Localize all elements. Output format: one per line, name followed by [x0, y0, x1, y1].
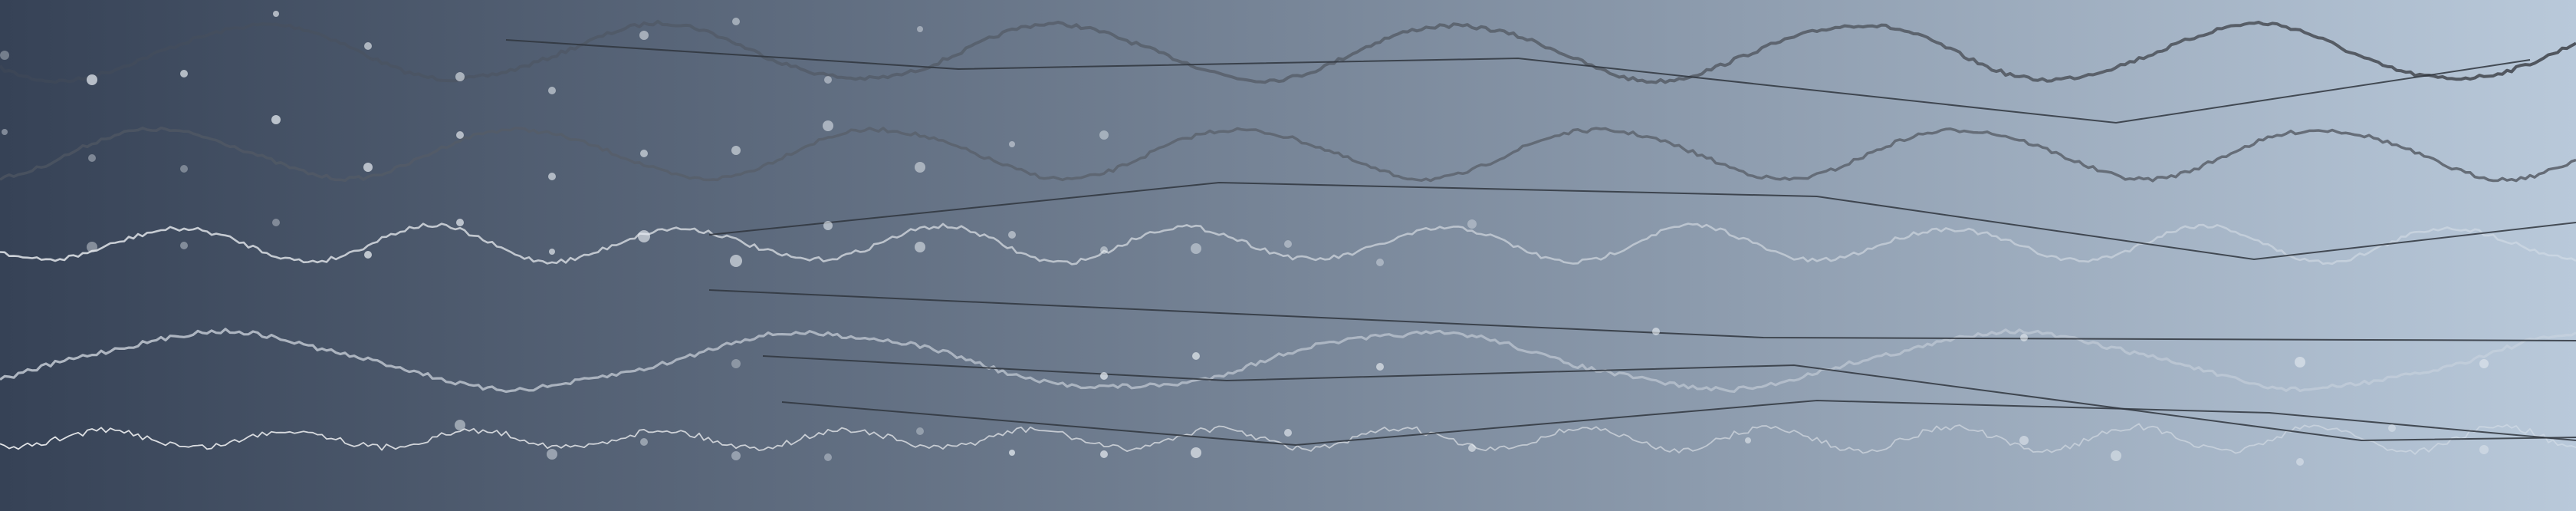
scatter-dot: [88, 154, 96, 162]
scatter-dot: [363, 163, 373, 172]
scatter-dot: [549, 249, 555, 255]
scatter-dot: [87, 74, 97, 85]
scatter-dot: [1009, 141, 1015, 147]
scatter-dot: [823, 120, 833, 131]
scatter-dot: [640, 150, 648, 157]
scatter-dot: [1100, 372, 1108, 380]
scatter-dot: [273, 11, 279, 17]
connector-line-4: [762, 355, 2576, 442]
scatter-dot: [1009, 450, 1015, 456]
scatter-dot: [824, 76, 832, 84]
scatter-dot: [1100, 246, 1108, 254]
scatter-dot: [1008, 231, 1016, 239]
lines-layer: [505, 39, 2576, 447]
scatter-dot: [455, 72, 465, 81]
scatter-dot: [731, 359, 741, 368]
scatter-dot: [915, 242, 925, 252]
scatter-dot: [2111, 450, 2121, 461]
scatter-dot: [1191, 447, 1201, 458]
scatter-dot: [0, 51, 9, 60]
scatter-dot: [2479, 445, 2489, 454]
wave-row-1: [0, 19, 2576, 84]
scatter-dot: [638, 230, 650, 242]
scatter-dot: [1284, 240, 1292, 248]
scatter-dot: [2296, 458, 2304, 466]
scatter-dot: [917, 26, 923, 32]
scatter-dot: [1099, 130, 1109, 140]
scatter-dot: [548, 173, 556, 180]
dots-layer: [0, 11, 2489, 466]
connector-line-3: [708, 289, 2576, 341]
scatter-dot: [272, 219, 280, 226]
scatter-dot: [2020, 334, 2028, 341]
scatter-dot: [364, 251, 372, 259]
wave-row-2: [0, 126, 2576, 183]
scatter-dot: [2479, 359, 2489, 368]
connector-line-1: [505, 39, 2531, 124]
scatter-dot: [1376, 363, 1384, 371]
scatter-dot: [732, 18, 740, 25]
scatter-dot: [548, 87, 556, 94]
scatter-dot: [1192, 352, 1200, 360]
scatter-dot: [915, 162, 925, 173]
scatter-dot: [1468, 444, 1476, 452]
scatter-dot: [180, 70, 188, 77]
scatter-dot: [731, 451, 741, 460]
scatter-dot: [2, 129, 8, 135]
scatter-dot: [456, 219, 464, 226]
scatter-dot: [180, 165, 188, 173]
scatter-dot: [916, 427, 924, 435]
scatter-dot: [455, 420, 465, 430]
scatter-dot: [639, 31, 649, 40]
scatter-dot: [364, 42, 372, 50]
scatter-dot: [730, 255, 742, 267]
scatter-dot: [1284, 429, 1292, 437]
scatter-dot: [180, 242, 188, 249]
scatter-dot: [731, 146, 741, 155]
scatter-dot: [1100, 450, 1108, 458]
scatter-dot: [1467, 219, 1477, 229]
scatter-dot: [1191, 243, 1201, 254]
scatter-dot: [271, 115, 281, 124]
wave-row-5: [0, 423, 2576, 455]
scatter-dot: [456, 131, 464, 139]
scatter-dot: [640, 438, 648, 446]
scatter-dot: [824, 453, 832, 461]
scatter-dot: [1652, 328, 1660, 335]
connector-line-2: [708, 181, 2576, 261]
scatter-dot: [1745, 437, 1751, 443]
scatter-dot: [1376, 259, 1384, 266]
scatter-dot: [2019, 436, 2029, 445]
scatter-dot: [87, 242, 97, 252]
scatter-dot: [2295, 357, 2305, 368]
connector-line-5: [781, 399, 2576, 447]
waves-layer: [0, 19, 2576, 455]
scatter-dot: [547, 449, 557, 460]
wave-row-4: [0, 328, 2576, 394]
scatter-dot: [2388, 424, 2396, 432]
scatter-dot: [823, 221, 833, 230]
